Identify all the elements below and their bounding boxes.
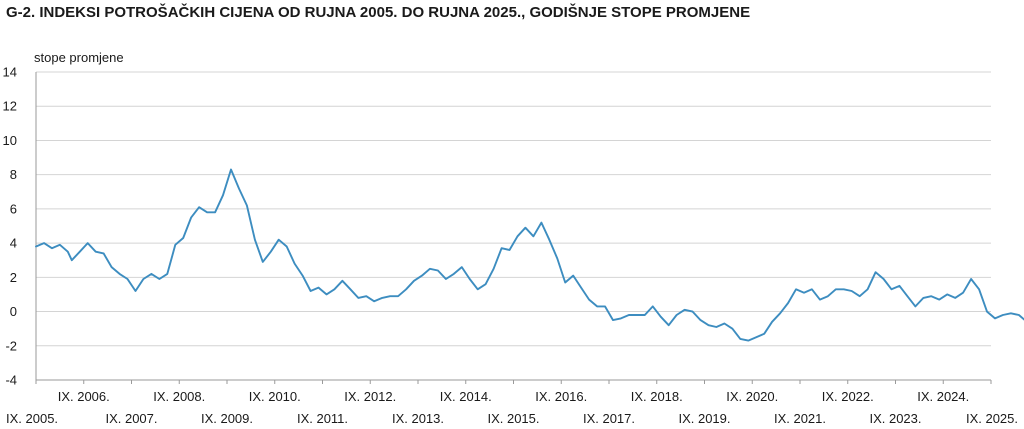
x-tick-label: IX. 2020.: [726, 389, 778, 404]
y-tick-label: 4: [10, 236, 17, 251]
x-tick-label: IX. 2022.: [822, 389, 874, 404]
x-tick-label: IX. 2012.: [344, 389, 396, 404]
x-tick-label: IX. 2019.: [678, 411, 730, 426]
y-tick-label: 0: [10, 304, 17, 319]
x-tick-label: IX. 2023.: [869, 411, 921, 426]
x-tick-label: IX. 2009.: [201, 411, 253, 426]
axes: [35, 72, 992, 384]
gridlines: [36, 71, 991, 347]
chart-title: G-2. INDEKSI POTROŠAČKIH CIJENA OD RUJNA…: [6, 4, 751, 21]
series-line-group: [35, 168, 1024, 342]
x-tick-label: IX. 2024.: [917, 389, 969, 404]
x-tick-label: IX. 2007.: [105, 411, 157, 426]
x-tick-label: IX. 2006.: [58, 389, 110, 404]
x-tick-label: IX. 2005.: [6, 411, 58, 426]
y-tick-label: 2: [10, 270, 17, 285]
x-tick-label: IX. 2017.: [583, 411, 635, 426]
x-tick-label: IX. 2015.: [487, 411, 539, 426]
x-tick-label: IX. 2011.: [297, 411, 348, 426]
y-tick-label: 12: [3, 99, 17, 114]
y-axis-label: stope promjene: [34, 50, 124, 65]
x-tick-label: IX. 2014.: [440, 389, 492, 404]
y-tick-label: -4: [5, 373, 17, 388]
y-tick-label: 8: [10, 167, 17, 182]
y-tick-labels: -4 -2 0 2 4 6 8 10 12 14: [3, 65, 17, 388]
x-tick-label: IX. 2018.: [631, 389, 683, 404]
y-tick-label: -2: [5, 338, 17, 353]
x-tick-label: IX. 2016.: [535, 389, 587, 404]
series-line: [35, 168, 1024, 342]
x-tick-label: IX. 2013.: [392, 411, 444, 426]
x-tick-labels: IX. 2005. IX. 2007. IX. 2009. IX. 2011. IX. …: [6, 389, 1018, 426]
y-tick-label: 14: [3, 65, 17, 80]
x-tick-label: IX. 2025.: [966, 411, 1018, 426]
y-tick-label: 6: [10, 201, 17, 216]
x-tick-label: IX. 2008.: [153, 389, 205, 404]
x-tick-label: IX. 2021.: [774, 411, 826, 426]
y-tick-label: 10: [3, 133, 17, 148]
x-tick-label: IX. 2010.: [249, 389, 301, 404]
